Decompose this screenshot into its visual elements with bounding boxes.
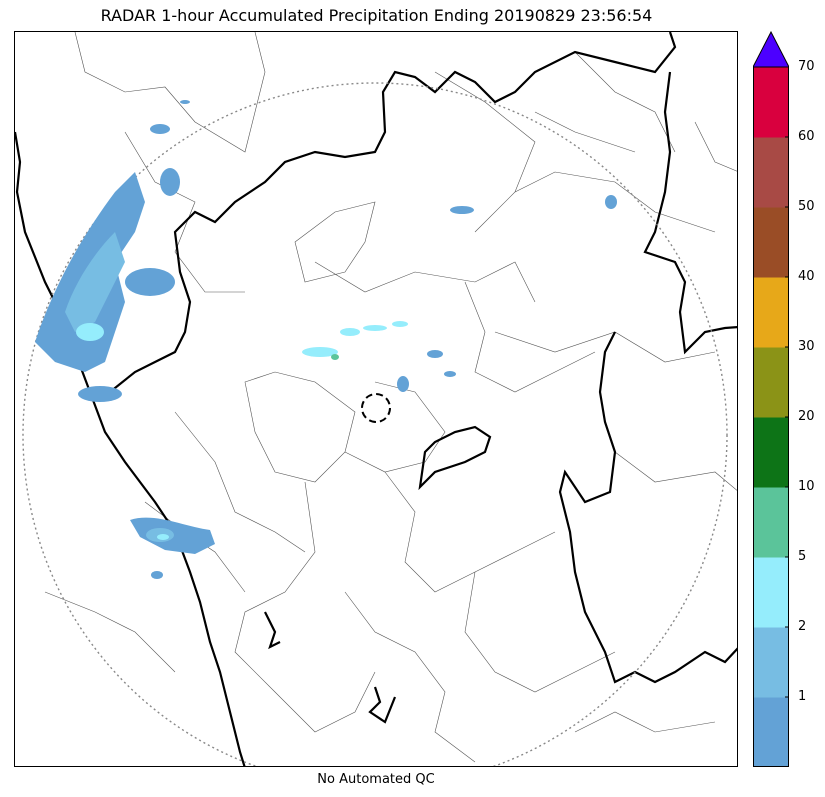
colorbar-tick-label: 20: [798, 409, 815, 424]
precipitation-echoes: [35, 100, 617, 579]
colorbar-segment: [753, 557, 789, 628]
colorbar-tick-label: 50: [798, 199, 815, 214]
colorbar-segment: [753, 277, 789, 348]
state-boundaries: [15, 32, 737, 766]
colorbar-tick-label: 60: [798, 129, 815, 144]
map-canvas: [15, 32, 737, 766]
colorbar-segment: [753, 417, 789, 488]
colorbar-tick-label: 2: [798, 619, 807, 634]
colorbar-tick-label: 40: [798, 269, 815, 284]
colorbar-segment: [753, 207, 789, 278]
map-title: RADAR 1-hour Accumulated Precipitation E…: [100, 6, 653, 25]
colorbar-segment: [753, 487, 789, 558]
radar-site-marker[interactable]: [361, 393, 391, 423]
radar-map[interactable]: [14, 31, 738, 767]
colorbar-segment: [753, 347, 789, 418]
colorbar-extend-arrow: [753, 31, 789, 68]
colorbar-segment: [753, 137, 789, 208]
colorbar: [753, 31, 789, 767]
colorbar-segment: [753, 627, 789, 698]
colorbar-tick-label: 30: [798, 339, 815, 354]
district-boundaries: [44, 32, 737, 763]
colorbar-tick-label: 1: [798, 689, 807, 704]
colorbar-tick-label: 10: [798, 479, 815, 494]
qc-note: No Automated QC: [317, 772, 435, 787]
colorbar-segment: [753, 67, 789, 138]
colorbar-segment: [753, 697, 789, 767]
radar-range-ring: [22, 82, 728, 766]
colorbar-tick-label: 5: [798, 549, 807, 564]
colorbar-tick-label: 70: [798, 59, 815, 74]
